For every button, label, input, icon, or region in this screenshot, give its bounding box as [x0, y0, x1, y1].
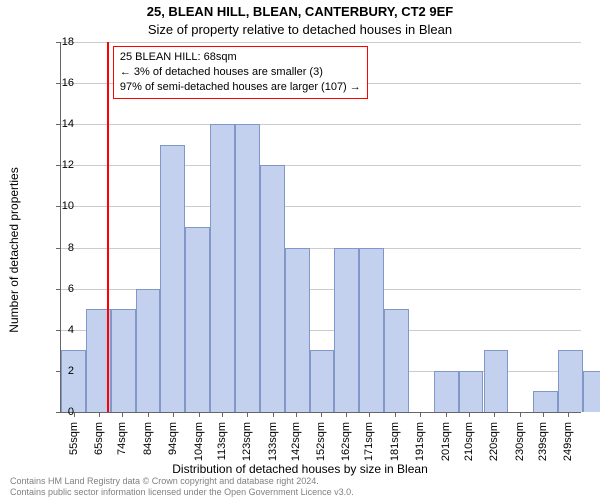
gridline [61, 206, 581, 207]
x-tick [148, 412, 149, 417]
histogram-bar [285, 248, 310, 412]
annotation-line-2: ← 3% of detached houses are smaller (3) [120, 65, 361, 80]
y-tick-label: 12 [62, 159, 74, 171]
chart-subtitle: Size of property relative to detached ho… [0, 22, 600, 37]
chart-container: 25, BLEAN HILL, BLEAN, CANTERBURY, CT2 9… [0, 0, 600, 500]
x-axis-label: Distribution of detached houses by size … [0, 462, 600, 476]
histogram-bar [583, 371, 600, 412]
y-tick-label: 10 [62, 200, 74, 212]
histogram-bar [434, 371, 459, 412]
y-tick [56, 83, 61, 84]
chart-title: 25, BLEAN HILL, BLEAN, CANTERBURY, CT2 9… [0, 4, 600, 19]
y-tick-label: 18 [62, 36, 74, 48]
x-tick [247, 412, 248, 417]
histogram-bar [533, 391, 558, 412]
histogram-bar [558, 350, 583, 412]
y-tick [56, 165, 61, 166]
footer-line-1: Contains HM Land Registry data © Crown c… [10, 476, 354, 487]
x-tick [222, 412, 223, 417]
x-tick [469, 412, 470, 417]
plot-area: 55sqm65sqm74sqm84sqm94sqm104sqm113sqm123… [60, 42, 581, 413]
x-tick [199, 412, 200, 417]
histogram-bar [384, 309, 409, 412]
y-tick-label: 0 [68, 406, 74, 418]
y-tick [56, 124, 61, 125]
histogram-bar [210, 124, 235, 412]
y-tick-label: 16 [62, 77, 74, 89]
x-tick [494, 412, 495, 417]
x-tick [346, 412, 347, 417]
histogram-bar [260, 165, 285, 412]
histogram-bar [235, 124, 260, 412]
histogram-bar [484, 350, 509, 412]
y-tick [56, 248, 61, 249]
y-tick [56, 412, 61, 413]
y-tick [56, 330, 61, 331]
y-axis-label: Number of detached properties [7, 167, 21, 332]
y-tick-label: 8 [68, 242, 74, 254]
y-tick-label: 2 [68, 365, 74, 377]
histogram-bar [136, 289, 161, 412]
gridline [61, 124, 581, 125]
x-tick [369, 412, 370, 417]
x-tick [173, 412, 174, 417]
footer-attribution: Contains HM Land Registry data © Crown c… [10, 476, 354, 498]
histogram-bar [459, 371, 484, 412]
x-tick [296, 412, 297, 417]
y-tick [56, 42, 61, 43]
annotation-line-3: 97% of semi-detached houses are larger (… [120, 80, 361, 95]
x-tick [273, 412, 274, 417]
annotation-line-1: 25 BLEAN HILL: 68sqm [120, 50, 361, 65]
histogram-bar [310, 350, 335, 412]
y-tick-label: 14 [62, 118, 74, 130]
gridline [61, 42, 581, 43]
y-tick-label: 4 [68, 324, 74, 336]
x-tick [543, 412, 544, 417]
x-tick [420, 412, 421, 417]
x-tick [122, 412, 123, 417]
histogram-bar [111, 309, 136, 412]
x-tick [520, 412, 521, 417]
x-tick [99, 412, 100, 417]
histogram-bar [61, 350, 86, 412]
histogram-bar [359, 248, 384, 412]
x-tick [568, 412, 569, 417]
x-tick [446, 412, 447, 417]
footer-line-2: Contains public sector information licen… [10, 487, 354, 498]
y-tick-label: 6 [68, 283, 74, 295]
annotation-box: 25 BLEAN HILL: 68sqm ← 3% of detached ho… [113, 46, 368, 99]
y-tick [56, 206, 61, 207]
reference-line [107, 42, 109, 412]
y-tick [56, 289, 61, 290]
x-tick [395, 412, 396, 417]
x-tick [321, 412, 322, 417]
histogram-bar [160, 145, 185, 412]
histogram-bar [334, 248, 359, 412]
histogram-bar [185, 227, 210, 412]
gridline [61, 248, 581, 249]
gridline [61, 165, 581, 166]
